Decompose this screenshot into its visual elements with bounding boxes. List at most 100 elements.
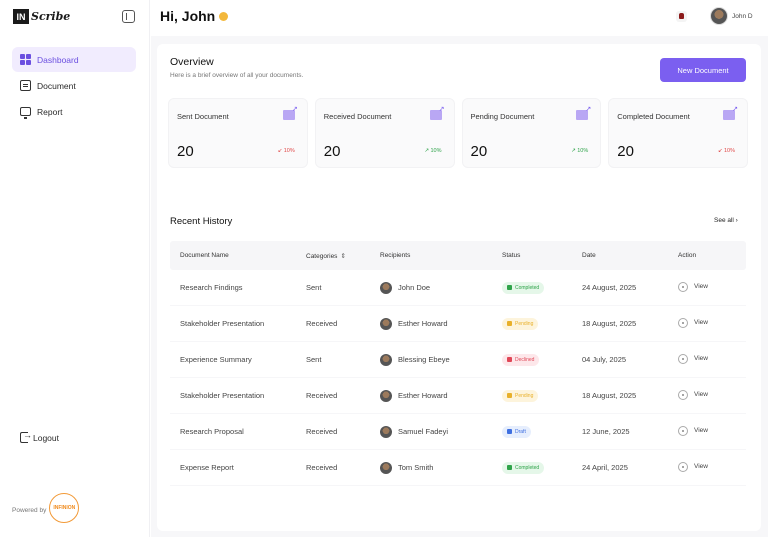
view-label: View: [694, 427, 708, 434]
date: 18 August, 2025: [582, 391, 637, 400]
avatar: [380, 353, 392, 366]
status-badge: Draft: [502, 425, 531, 438]
avatar: [710, 7, 728, 25]
powered-by-text: Powered by: [12, 507, 47, 514]
overview-subtitle: Here is a brief overview of all your doc…: [170, 72, 304, 79]
column-header-categories[interactable]: Categories ⇕: [306, 252, 380, 260]
smile-emoji-icon: [219, 11, 229, 21]
document-name: Stakeholder Presentation: [180, 319, 265, 328]
status: Declined: [502, 353, 582, 366]
overview-title: Overview: [170, 56, 214, 68]
category: Sent: [306, 283, 322, 292]
recipient: Tom Smith: [380, 461, 502, 474]
status-label: Declined: [515, 356, 535, 363]
status-icon: [507, 465, 512, 470]
action: View: [672, 461, 746, 474]
column-header-date: Date: [582, 252, 596, 259]
stat-card-completed[interactable]: Completed Document 20 ↙ 10%: [608, 98, 748, 168]
column-header-document-name: Document Name: [180, 252, 229, 259]
status: Draft: [502, 425, 582, 438]
stat-card-value: 20: [177, 143, 194, 160]
stat-card-title: Pending Document: [470, 112, 535, 121]
date: 12 June, 2025: [582, 427, 630, 436]
date: 24 August, 2025: [582, 283, 637, 292]
action: View: [672, 425, 746, 438]
stat-card-trend: ↙ 10%: [277, 148, 295, 154]
eye-icon: [678, 389, 688, 400]
recipient-name: Esther Howard: [398, 391, 448, 400]
greeting: Hi, John: [160, 8, 229, 24]
status: Pending: [502, 389, 582, 402]
document-name: Research Proposal: [180, 427, 244, 436]
view-button[interactable]: View: [678, 281, 708, 292]
status-icon: [507, 393, 512, 398]
category: Sent: [306, 355, 322, 364]
view-button[interactable]: View: [678, 389, 708, 400]
document-name: Stakeholder Presentation: [180, 391, 265, 400]
sidebar-item-document[interactable]: Document: [12, 73, 136, 98]
document-icon: [20, 80, 31, 91]
sidebar-nav: Dashboard Document Report: [12, 47, 136, 125]
report-icon: [20, 107, 31, 119]
logout-button[interactable]: Logout: [20, 430, 59, 443]
sidebar-collapse-icon[interactable]: [122, 10, 135, 23]
stat-card-value: 20: [617, 143, 634, 160]
status-badge: Declined: [502, 353, 540, 366]
date: 24 April, 2025: [582, 463, 628, 472]
status-badge: Completed: [502, 281, 545, 294]
table-row: Experience Summary Sent Blessing Ebeye D…: [170, 342, 746, 378]
stat-card-value: 20: [470, 143, 488, 160]
table-row: Research Proposal Received Samuel Fadeyi…: [170, 414, 746, 450]
column-header-label: Categories: [306, 252, 338, 260]
status: Pending: [502, 317, 582, 330]
recipient: Samuel Fadeyi: [380, 425, 502, 438]
document-name: Research Findings: [180, 283, 243, 292]
stat-card-sent[interactable]: Sent Document 20 ↙ 10%: [168, 98, 308, 168]
table-row: Research Findings Sent John Doe Complete…: [170, 270, 746, 306]
action: View: [672, 353, 746, 366]
recipient: John Doe: [380, 281, 502, 294]
app-logo[interactable]: IN Scribe: [13, 9, 70, 24]
sort-icon[interactable]: ⇕: [340, 252, 346, 260]
document-arrow-icon: [429, 105, 445, 120]
new-document-button[interactable]: New Document: [660, 58, 746, 82]
notification-icon[interactable]: [676, 11, 687, 22]
status: Completed: [502, 281, 582, 294]
eye-icon: [678, 317, 688, 328]
sidebar-item-dashboard[interactable]: Dashboard: [12, 47, 136, 72]
table-row: Stakeholder Presentation Received Esther…: [170, 378, 746, 414]
top-header: Hi, John John D: [151, 0, 768, 36]
view-button[interactable]: View: [678, 461, 708, 472]
table-header: Document Name Categories ⇕ Recipients Sta…: [170, 241, 746, 270]
stat-card-pending[interactable]: Pending Document 20 ↗ 10%: [461, 98, 602, 168]
view-label: View: [694, 463, 708, 470]
view-button[interactable]: View: [678, 425, 708, 436]
sidebar-item-report[interactable]: Report: [12, 99, 136, 124]
main-content: Overview Here is a brief overview of all…: [151, 36, 768, 537]
dashboard-panel: Overview Here is a brief overview of all…: [157, 44, 761, 531]
view-button[interactable]: View: [678, 353, 708, 364]
document-name: Expense Report: [180, 463, 234, 472]
stat-card-received[interactable]: Received Document 20 ↗ 10%: [314, 98, 455, 168]
see-all-link[interactable]: See all ›: [714, 217, 738, 224]
recipient-name: Tom Smith: [398, 463, 434, 472]
view-button[interactable]: View: [678, 317, 708, 328]
infinion-logo: INFINION: [49, 493, 80, 523]
eye-icon: [678, 281, 688, 292]
status-label: Draft: [515, 428, 526, 435]
document-arrow-icon: [723, 105, 738, 120]
sidebar-item-label: Report: [37, 106, 63, 117]
eye-icon: [678, 461, 688, 472]
history-table: Document Name Categories ⇕ Recipients Sta…: [170, 241, 746, 486]
table-row: Expense Report Received Tom Smith Comple…: [170, 450, 746, 486]
user-menu[interactable]: John D: [710, 7, 753, 25]
status-badge: Pending: [502, 317, 539, 330]
column-header-action: Action: [678, 252, 697, 259]
stat-cards: Sent Document 20 ↙ 10% Received Document…: [168, 98, 748, 168]
action: View: [672, 317, 746, 330]
logout-icon: [20, 430, 32, 443]
status-badge: Completed: [502, 461, 545, 474]
recent-history-title: Recent History: [170, 216, 233, 227]
stat-card-trend: ↗ 10%: [571, 148, 589, 154]
greeting-text: Hi, John: [160, 8, 216, 24]
